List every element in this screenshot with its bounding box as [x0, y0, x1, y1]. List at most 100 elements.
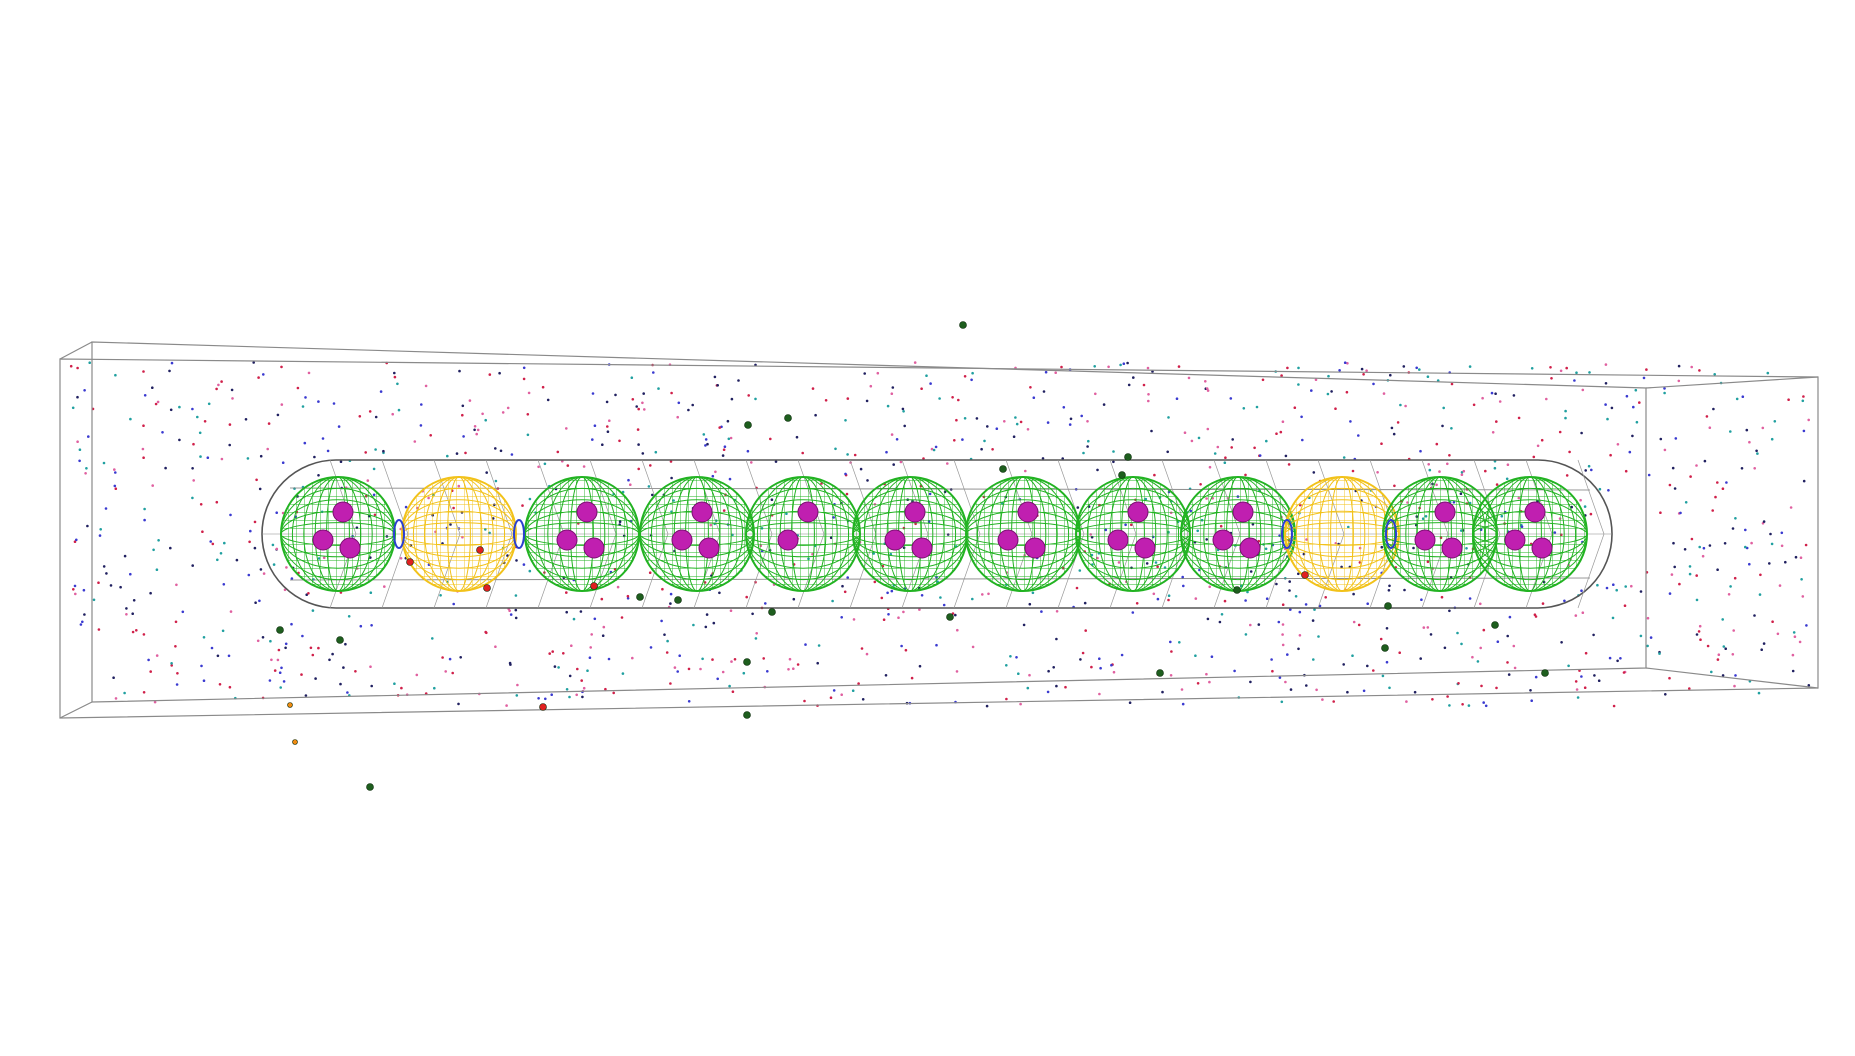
green-sphere	[1472, 476, 1588, 592]
background-dot	[846, 576, 849, 579]
background-dot	[244, 418, 248, 421]
background-dot	[1794, 555, 1798, 559]
connector-ring	[1281, 519, 1293, 549]
yellow-sphere	[1284, 476, 1400, 592]
background-dot	[1205, 387, 1209, 390]
sphere-meridian	[976, 476, 1070, 592]
background-dot	[963, 417, 967, 420]
background-dot	[612, 691, 615, 695]
background-dot	[397, 408, 401, 412]
background-dot	[1297, 366, 1300, 370]
background-dot	[873, 580, 877, 584]
background-dot	[551, 650, 554, 653]
background-dot	[946, 462, 949, 465]
green-sphere	[524, 476, 640, 592]
background-dot	[1507, 673, 1511, 676]
background-dot	[1448, 704, 1451, 707]
background-dot	[1753, 467, 1756, 470]
background-dot	[649, 464, 652, 467]
background-dot	[1351, 469, 1355, 473]
background-dot	[1789, 506, 1793, 509]
background-dot	[207, 402, 211, 406]
background-dot	[1205, 672, 1208, 676]
background-dot	[1382, 392, 1386, 395]
background-dot	[1388, 584, 1391, 588]
background-dot	[1220, 613, 1224, 616]
background-dot	[1534, 675, 1538, 679]
green-sphere	[1382, 476, 1498, 592]
background-dot	[461, 404, 465, 408]
background-dot	[1545, 397, 1548, 401]
background-dot	[728, 684, 731, 688]
background-dot	[885, 450, 888, 454]
background-dot	[769, 437, 772, 441]
connector-ring	[393, 519, 405, 549]
background-dot	[1342, 663, 1345, 666]
background-dot	[1169, 674, 1173, 677]
background-dot	[290, 622, 293, 626]
background-dot	[641, 452, 645, 455]
background-dot	[788, 657, 792, 661]
background-dot	[918, 664, 922, 668]
background-dot	[651, 493, 654, 497]
background-dot	[258, 487, 262, 491]
background-dot	[151, 386, 154, 390]
background-dot	[1677, 364, 1681, 368]
background-dot	[1658, 652, 1661, 655]
background-dot	[1081, 651, 1085, 655]
background-dot	[657, 387, 660, 390]
background-dot	[1646, 616, 1650, 620]
sphere-mesh	[524, 476, 640, 592]
background-dot	[1385, 660, 1389, 664]
background-dot	[1592, 633, 1595, 637]
background-dot	[1784, 560, 1787, 564]
background-dot	[1112, 450, 1115, 453]
background-dot	[565, 591, 568, 594]
background-dot	[1663, 391, 1666, 395]
background-dot	[1716, 658, 1720, 661]
background-dot	[528, 569, 532, 573]
background-dot	[1098, 657, 1101, 660]
background-dot	[1446, 462, 1449, 466]
background-dot	[215, 500, 219, 504]
background-dot	[1119, 363, 1122, 367]
background-dot	[1293, 406, 1297, 410]
background-dot	[795, 435, 799, 439]
background-dot	[670, 476, 673, 480]
background-dot	[1495, 420, 1498, 423]
capsule-facet	[1577, 459, 1605, 609]
background-dot	[383, 585, 386, 588]
background-dot	[676, 415, 679, 419]
background-dot	[1275, 582, 1278, 586]
large-particle	[959, 321, 967, 329]
background-dot	[1190, 439, 1194, 443]
large-particle	[999, 465, 1007, 473]
background-dot	[1549, 366, 1552, 369]
background-dot	[1040, 610, 1043, 613]
background-dot	[1327, 374, 1330, 378]
sphere-meridian	[412, 476, 506, 592]
background-dot	[1688, 572, 1692, 576]
background-dot	[1229, 397, 1233, 400]
large-particle	[483, 584, 491, 592]
background-dot	[83, 613, 86, 616]
background-dot	[1387, 589, 1391, 592]
background-dot	[1713, 373, 1716, 376]
background-dot	[1090, 665, 1093, 669]
background-dot	[1357, 434, 1360, 437]
background-dot	[331, 652, 334, 656]
background-dot	[692, 623, 695, 627]
background-dot	[1530, 699, 1533, 702]
background-dot	[637, 407, 640, 411]
background-dot	[1132, 376, 1135, 379]
large-particle	[1384, 602, 1392, 610]
background-dot	[141, 447, 145, 451]
background-dot	[476, 428, 480, 432]
background-dot	[607, 657, 611, 661]
background-dot	[255, 478, 258, 482]
background-dot	[1450, 427, 1453, 430]
sphere-meridian	[756, 476, 850, 592]
background-dot	[1512, 644, 1516, 648]
background-dot	[1098, 692, 1101, 696]
